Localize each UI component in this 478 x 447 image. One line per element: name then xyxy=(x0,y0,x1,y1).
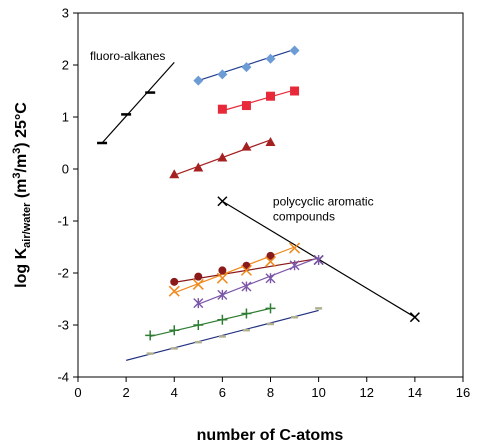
data-point-star xyxy=(289,260,300,271)
data-point-plus xyxy=(169,325,180,336)
data-point-diamond xyxy=(265,53,276,64)
plot-frame xyxy=(77,12,464,378)
x-tick-label: 12 xyxy=(360,385,374,400)
x-tick-label: 0 xyxy=(74,385,81,400)
fit-line xyxy=(198,256,319,305)
data-point-circle xyxy=(218,266,227,275)
data-point-plus xyxy=(217,314,228,325)
x-tick-label: 8 xyxy=(267,385,274,400)
data-point-triangle xyxy=(217,152,228,162)
x-tick-label: 14 xyxy=(408,385,422,400)
annotation-line: polycyclic aromatic xyxy=(273,194,374,208)
data-point-x xyxy=(264,256,277,268)
data-point-x xyxy=(289,242,301,254)
annotation-line: fluoro-alkanes xyxy=(90,49,165,63)
x-tick-label: 4 xyxy=(171,385,178,400)
annotation-text: polycyclic aromatic compounds xyxy=(273,194,374,223)
data-point-circle xyxy=(266,251,275,260)
data-point-x xyxy=(216,272,228,284)
x-tick-label: 16 xyxy=(456,385,470,400)
data-point-plus xyxy=(265,303,276,314)
data-point-triangle xyxy=(169,169,180,179)
x-axis-title: number of C-atoms xyxy=(197,427,344,444)
y-tick-label: 1 xyxy=(62,110,69,125)
y-axis-title: log Kair/water (m3/m3) 25°C xyxy=(11,102,33,288)
data-point-diamond xyxy=(289,45,300,56)
data-point-triangle xyxy=(241,141,252,151)
data-point-x xyxy=(240,264,252,276)
data-point-square xyxy=(217,104,227,114)
data-point-asterisk xyxy=(409,312,420,323)
annotation-line: compounds xyxy=(273,209,335,223)
data-point-square xyxy=(241,101,251,111)
y-tick-label: 0 xyxy=(62,162,69,177)
data-point-plus xyxy=(145,330,156,341)
plot-area xyxy=(77,12,464,378)
annotations: fluoro-alkanes polycyclic aromatic compoun… xyxy=(90,49,374,224)
fit-line xyxy=(101,61,175,144)
y-tick-label: 2 xyxy=(62,58,69,73)
data-point-star xyxy=(265,273,276,284)
data-point-circle xyxy=(194,272,203,281)
x-tick-label: 10 xyxy=(311,385,325,400)
data-point-square xyxy=(290,86,300,96)
annotation-text: fluoro-alkanes xyxy=(90,49,165,63)
data-point-star xyxy=(313,255,324,265)
y-tick-label: -1 xyxy=(57,214,69,229)
data-point-square xyxy=(266,91,275,101)
data-point-triangle xyxy=(193,162,204,172)
y-tick-label: -2 xyxy=(57,266,69,281)
fit-line xyxy=(174,246,295,294)
data-point-star xyxy=(193,298,204,309)
x-tick-label: 6 xyxy=(219,385,226,400)
y-tick-label: 3 xyxy=(62,6,69,21)
data-point-x xyxy=(168,285,180,297)
data-point-diamond xyxy=(217,69,228,80)
data-point-circle xyxy=(170,277,179,286)
data-point-diamond xyxy=(241,62,252,73)
data-point-triangle xyxy=(265,136,276,146)
data-markers xyxy=(97,45,420,355)
y-tick-label: -4 xyxy=(57,370,69,385)
data-point-x xyxy=(192,278,204,290)
data-point-plus xyxy=(241,308,252,319)
x-tick-label: 2 xyxy=(123,385,130,400)
data-point-plus xyxy=(193,320,204,330)
data-point-star xyxy=(217,289,228,300)
fit-line xyxy=(222,89,295,112)
data-point-diamond xyxy=(193,75,204,86)
data-point-star xyxy=(241,281,252,292)
data-point-asterisk xyxy=(217,196,228,207)
y-tick-label: -3 xyxy=(57,318,69,333)
